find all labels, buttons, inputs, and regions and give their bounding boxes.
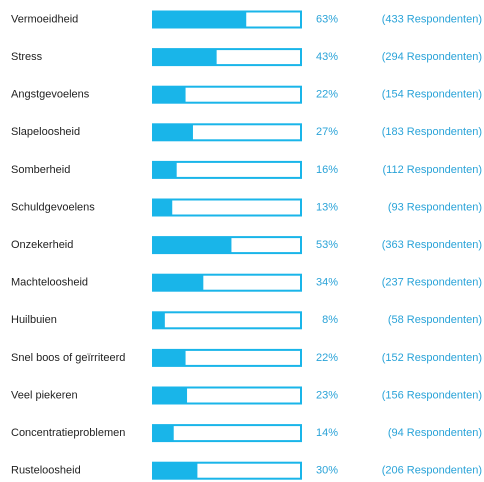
value-label: 22%	[316, 89, 338, 101]
bar-track	[152, 198, 302, 217]
category-label: Angstgevoelens	[11, 89, 90, 101]
bar	[153, 274, 204, 291]
respondent-label: (237 Respondenten)	[382, 277, 482, 289]
bar	[153, 49, 217, 66]
category-label: Somberheid	[11, 164, 70, 176]
category-label: Onzekerheid	[11, 239, 73, 251]
category-label: Stress	[11, 51, 43, 63]
bar	[153, 11, 247, 28]
value-label: 14%	[316, 427, 338, 439]
respondent-label: (363 Respondenten)	[382, 239, 482, 251]
bar	[153, 237, 232, 254]
value-label: 53%	[316, 239, 338, 251]
respondent-label: (112 Respondenten)	[383, 164, 482, 176]
respondent-label: (206 Respondenten)	[382, 465, 482, 477]
respondent-label: (154 Respondenten)	[382, 89, 482, 101]
category-label: Slapeloosheid	[11, 126, 80, 138]
value-label: 22%	[316, 352, 338, 364]
value-label: 13%	[316, 201, 338, 213]
bar-track	[152, 311, 302, 330]
value-label: 8%	[322, 314, 338, 326]
category-label: Machteloosheid	[11, 277, 88, 289]
value-label: 43%	[316, 51, 338, 63]
bar	[153, 312, 165, 329]
bar	[153, 199, 173, 216]
bar	[153, 124, 193, 141]
bar	[153, 349, 186, 366]
category-label: Huilbuien	[11, 314, 57, 326]
bar	[153, 462, 198, 479]
respondent-label: (94 Respondenten)	[388, 427, 482, 439]
respondent-label: (156 Respondenten)	[382, 389, 482, 401]
respondent-label: (152 Respondenten)	[382, 352, 482, 364]
respondent-label: (294 Respondenten)	[382, 51, 482, 63]
bar	[153, 387, 188, 404]
category-label: Veel piekeren	[11, 389, 78, 401]
value-label: 34%	[316, 277, 338, 289]
value-label: 63%	[316, 13, 338, 25]
category-label: Rusteloosheid	[11, 465, 81, 477]
category-label: Vermoeidheid	[11, 13, 78, 25]
bar-track	[152, 424, 302, 443]
category-label: Concentratieproblemen	[11, 427, 125, 439]
respondent-label: (183 Respondenten)	[382, 126, 482, 138]
bar	[153, 86, 186, 103]
value-label: 16%	[316, 164, 338, 176]
value-label: 27%	[316, 126, 338, 138]
respondent-label: (433 Respondenten)	[382, 13, 482, 25]
value-label: 30%	[316, 465, 338, 477]
bar	[153, 161, 177, 178]
category-label: Schuldgevoelens	[11, 201, 95, 213]
respondent-label: (93 Respondenten)	[388, 201, 482, 213]
category-label: Snel boos of geïrriteerd	[11, 352, 125, 364]
value-label: 23%	[316, 389, 338, 401]
bar	[153, 425, 174, 442]
respondent-label: (58 Respondenten)	[388, 314, 482, 326]
